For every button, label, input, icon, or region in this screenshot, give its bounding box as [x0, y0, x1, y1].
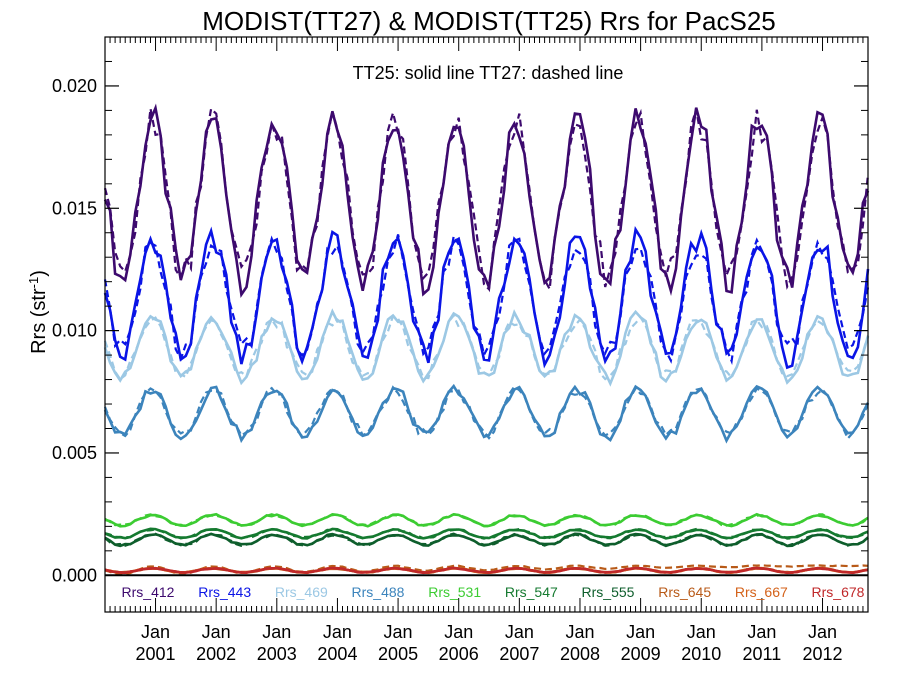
x-tick-label-year: 2005	[378, 644, 418, 664]
x-tick-label-year: 2010	[681, 644, 721, 664]
x-tick-label-year: 2007	[499, 644, 539, 664]
y-axis-label: Rrs (str-1)	[26, 270, 50, 354]
legend-item-rrs-555: Rrs_555	[582, 584, 635, 600]
y-axis-label-sup: -1	[26, 277, 41, 289]
line-style-annotation: TT25: solid line TT27: dashed line	[353, 63, 624, 83]
series-547-tt27-line	[104, 527, 869, 540]
x-tick-label-year: 2012	[802, 644, 842, 664]
y-axis-label-main: Rrs (str	[28, 288, 50, 354]
x-tick-label-month: Jan	[808, 622, 837, 642]
y-axis-label-close: )	[28, 270, 50, 277]
x-tick-label-year: 2011	[743, 644, 782, 664]
x-tick-label-year: 2003	[257, 644, 297, 664]
x-tick-label-year: 2006	[439, 644, 479, 664]
y-tick-label: 0.010	[52, 321, 97, 341]
x-tick-label-month: Jan	[687, 622, 716, 642]
legend-item-rrs-531: Rrs_531	[428, 584, 481, 600]
x-tick-label-month: Jan	[384, 622, 413, 642]
series-443-tt25-line	[103, 225, 870, 370]
series-488-tt27-line	[103, 385, 870, 441]
x-tick-label-month: Jan	[444, 622, 473, 642]
series-555-tt27-line	[104, 532, 869, 547]
x-tick-label-month: Jan	[262, 622, 291, 642]
legend-item-rrs-412: Rrs_412	[122, 584, 175, 600]
x-tick-label-month: Jan	[323, 622, 352, 642]
series-469-tt27-line	[103, 313, 870, 381]
x-tick-label-month: Jan	[505, 622, 534, 642]
series-412-tt27-line	[103, 106, 870, 293]
chart-title: MODIST(TT27) & MODIST(TT25) Rrs for PacS…	[202, 6, 776, 36]
legend: Rrs_412 Rrs_443 Rrs_469 Rrs_488 Rrs_531 Rrs_5…	[122, 584, 865, 600]
y-tick-label: 0.020	[52, 76, 97, 96]
y-tick-label: 0.005	[52, 443, 97, 463]
x-tick-label-month: Jan	[565, 622, 594, 642]
axes-layer: 0.0000.0050.0100.0150.020Jan2001Jan2002J…	[52, 36, 869, 664]
x-tick-label-month: Jan	[141, 622, 170, 642]
legend-item-rrs-667: Rrs_667	[735, 584, 788, 600]
y-tick-label: 0.015	[52, 198, 97, 218]
x-tick-label-month: Jan	[747, 622, 776, 642]
x-tick-label-year: 2008	[560, 644, 600, 664]
y-tick-label: 0.000	[52, 565, 97, 585]
plot-frame	[104, 36, 869, 613]
x-tick-label-year: 2001	[136, 644, 176, 664]
series-layer	[103, 103, 870, 576]
legend-item-rrs-443: Rrs_443	[198, 584, 251, 600]
x-tick-label-year: 2009	[621, 644, 661, 664]
series-531-tt27-line	[104, 513, 869, 528]
series-443-tt27-line	[103, 233, 870, 366]
legend-item-rrs-488: Rrs_488	[352, 584, 405, 600]
legend-item-rrs-645: Rrs_645	[658, 584, 711, 600]
legend-item-rrs-547: Rrs_547	[505, 584, 558, 600]
series-488-tt25-line	[103, 383, 870, 444]
legend-item-rrs-469: Rrs_469	[275, 584, 328, 600]
legend-item-rrs-678: Rrs_678	[812, 584, 865, 600]
x-tick-label-year: 2004	[317, 644, 357, 664]
x-tick-label-month: Jan	[202, 622, 231, 642]
x-tick-label-month: Jan	[626, 622, 655, 642]
x-tick-label-year: 2002	[196, 644, 236, 664]
series-678-tt27-line	[104, 566, 869, 574]
